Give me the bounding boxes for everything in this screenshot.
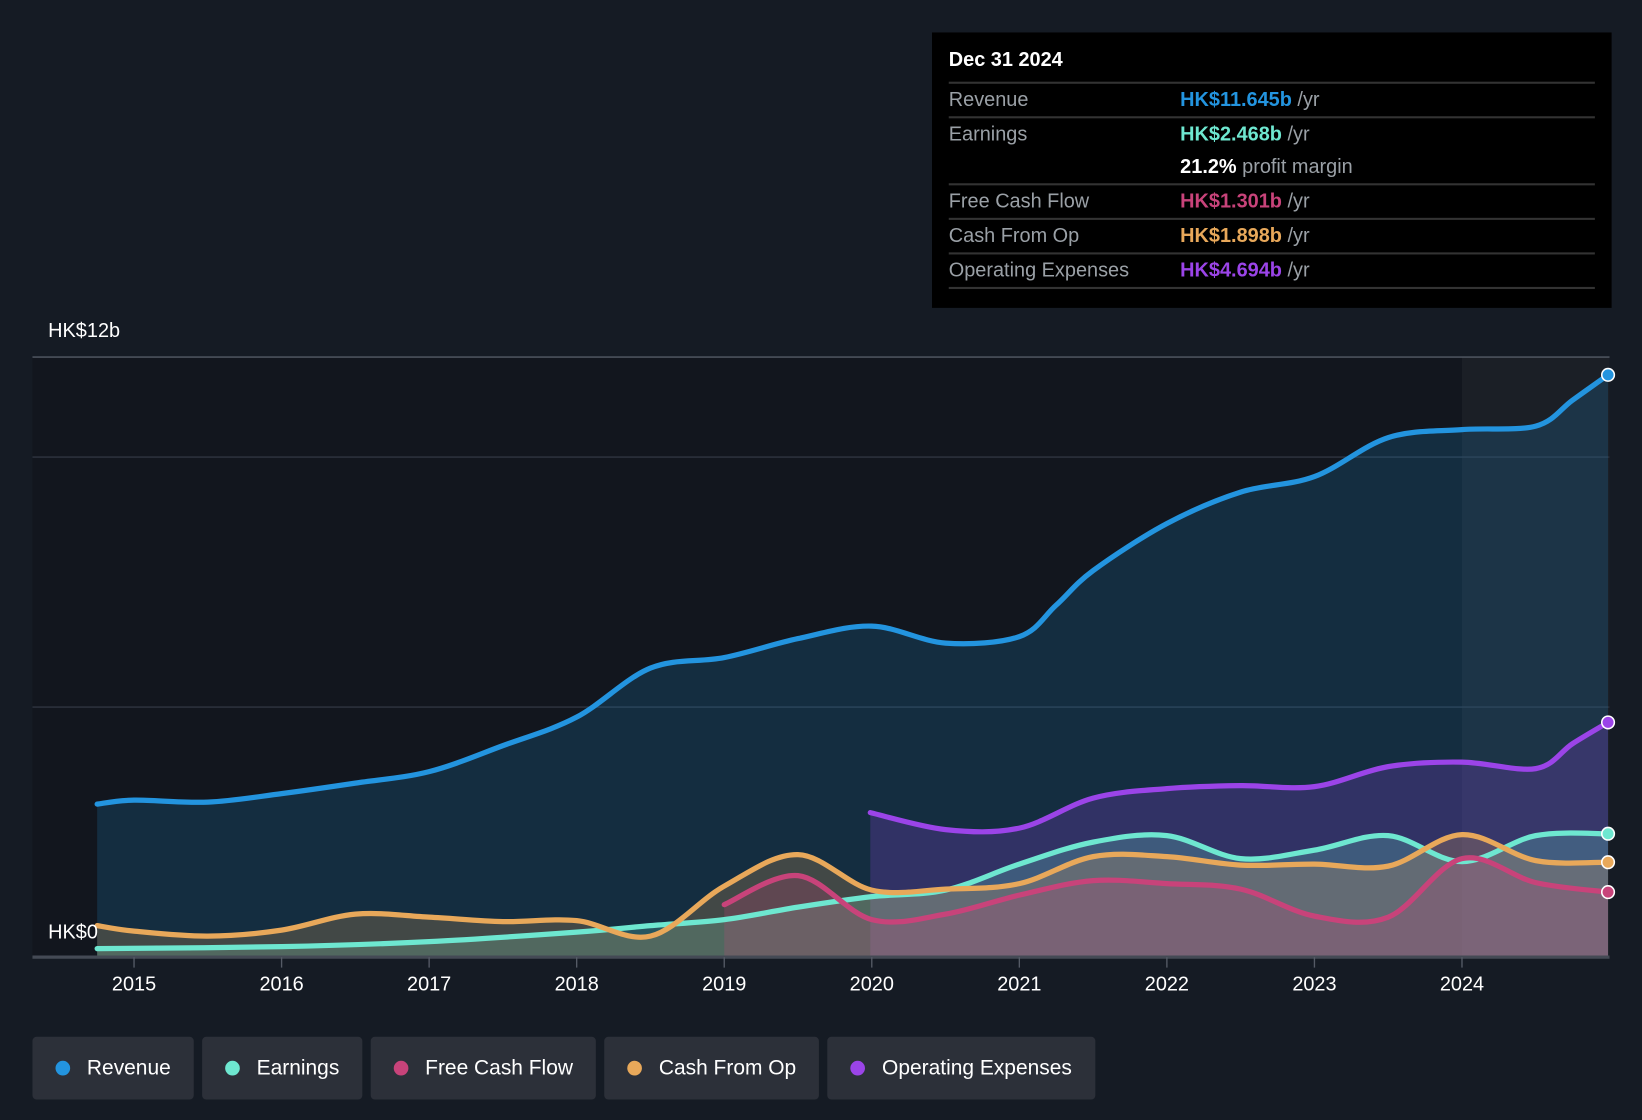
earnings-end-point <box>1600 826 1616 841</box>
legend-label: Cash From Op <box>658 1056 797 1080</box>
legend-item-free-cash-flow[interactable]: Free Cash Flow <box>370 1036 597 1100</box>
tooltip-label: Revenue <box>948 89 1029 112</box>
x-tick-label: 2018 <box>555 974 599 996</box>
free-cash-flow-area <box>724 857 1609 958</box>
tooltip-row: Revenue HK$11.645b /yr <box>948 84 1595 119</box>
tooltip-value: HK$4.694b /yr <box>1180 259 1310 282</box>
legend-dot-icon <box>850 1060 866 1076</box>
legend-dot-icon <box>225 1060 240 1076</box>
y-axis-bottom-label: HK$0 <box>48 921 98 944</box>
legend-label: Free Cash Flow <box>425 1056 573 1080</box>
revenue-end-point <box>1600 367 1616 382</box>
legend-item-earnings[interactable]: Earnings <box>202 1036 363 1100</box>
operating-expenses-line <box>867 719 1611 835</box>
free-cash-flow-end-point <box>1600 885 1616 900</box>
revenue-area <box>97 374 1609 958</box>
x-tick-label: 2023 <box>1292 974 1336 996</box>
legend-dot-icon <box>393 1060 409 1076</box>
tooltip-row: Earnings HK$2.468b /yr <box>949 118 1595 150</box>
free-cash-flow-line <box>721 855 1611 925</box>
tooltip: Dec 31 2024 Revenue HK$11.645b /yr Earning… <box>931 32 1612 308</box>
operating-expenses-end-point <box>1600 715 1616 730</box>
legend-item-operating-expenses[interactable]: Operating Expenses <box>827 1036 1095 1100</box>
tooltip-row: Free Cash Flow HK$1.301b /yr <box>948 185 1595 220</box>
tooltip-row: Operating Expenses HK$4.694b /yr <box>948 254 1595 290</box>
legend-label: Earnings <box>256 1056 340 1080</box>
tooltip-label: Free Cash Flow <box>948 190 1090 213</box>
x-tick-label: 2017 <box>407 974 451 996</box>
cash-from-op-line <box>94 832 1611 940</box>
x-tick-label: 2024 <box>1440 974 1484 996</box>
x-tick-label: 2019 <box>702 974 746 996</box>
operating-expenses-area <box>870 722 1609 958</box>
x-tick-label: 2022 <box>1145 974 1189 996</box>
tooltip-value: HK$2.468b /yr <box>1180 123 1310 146</box>
tooltip-value: HK$1.301b /yr <box>1180 190 1310 213</box>
tooltip-label <box>949 151 1180 183</box>
x-tick-label: 2016 <box>259 974 303 996</box>
tooltip-label: Earnings <box>948 123 1028 146</box>
tooltip-row: Cash From Op HK$1.898b /yr <box>948 220 1595 255</box>
legend-dot-icon <box>627 1060 643 1076</box>
tooltip-row: 21.2% profit margin <box>948 151 1595 186</box>
x-tick-label: 2020 <box>850 974 894 996</box>
legend: Revenue Earnings Free Cash Flow Cash From O… <box>32 1036 1095 1100</box>
legend-item-cash-from-op[interactable]: Cash From Op <box>604 1036 820 1100</box>
x-tick-label: 2015 <box>112 974 156 996</box>
tooltip-value: HK$11.645b /yr <box>1180 89 1320 112</box>
tooltip-label: Operating Expenses <box>948 259 1130 282</box>
legend-label: Operating Expenses <box>882 1056 1072 1080</box>
revenue-line <box>94 372 1611 807</box>
legend-item-revenue[interactable]: Revenue <box>32 1036 194 1100</box>
tooltip-label: Cash From Op <box>948 225 1080 248</box>
tooltip-date: Dec 31 2024 <box>948 49 1595 84</box>
y-axis-top-label: HK$12b <box>48 320 121 343</box>
x-tick-label: 2021 <box>997 974 1041 996</box>
legend-label: Revenue <box>86 1056 171 1080</box>
legend-dot-icon <box>55 1060 71 1076</box>
cash-from-op-end-point <box>1600 855 1616 870</box>
tooltip-value: HK$1.898b /yr <box>1180 225 1310 248</box>
tooltip-value: 21.2% profit margin <box>1180 156 1353 179</box>
